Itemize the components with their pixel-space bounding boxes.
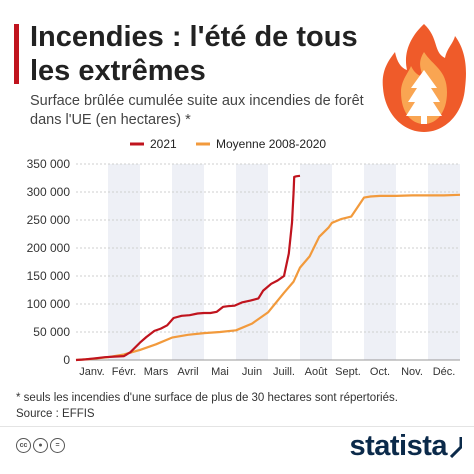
x-tick-label-6: Juill. bbox=[273, 366, 295, 378]
x-tick-label-5: Juin bbox=[242, 366, 262, 378]
series-line-1 bbox=[75, 193, 461, 362]
plot-area: 0 50 000 100 000 150 000 200 000 250 000 300 0… bbox=[27, 157, 461, 378]
month-band-3 bbox=[172, 164, 204, 360]
x-tick-label-0: Janv. bbox=[79, 366, 104, 378]
month-band-1 bbox=[108, 164, 140, 360]
legend-label-average: Moyenne 2008-2020 bbox=[216, 137, 326, 151]
x-tick-label-2: Mars bbox=[144, 366, 169, 378]
logo-mark-icon bbox=[450, 437, 462, 458]
statista-logo: statista bbox=[349, 430, 462, 463]
y-tick-label-6: 300 000 bbox=[27, 185, 71, 199]
tree-shape bbox=[406, 70, 442, 116]
y-tick-label-3: 150 000 bbox=[27, 269, 71, 283]
creative-commons-icon: cc bbox=[16, 438, 31, 453]
footnote: * seuls les incendies d'une surface de p… bbox=[16, 390, 466, 422]
month-band-5 bbox=[236, 164, 268, 360]
footnote-source: Source : EFFIS bbox=[16, 408, 95, 420]
x-tick-label-11: Déc. bbox=[433, 366, 456, 378]
title-accent-bar bbox=[14, 24, 19, 84]
month-band-9 bbox=[364, 164, 396, 360]
y-tick-label-1: 50 000 bbox=[33, 325, 70, 339]
footnote-note: * seuls les incendies d'une surface de p… bbox=[16, 392, 398, 404]
forest-fire-icon bbox=[382, 24, 466, 132]
x-tick-label-4: Mai bbox=[211, 366, 229, 378]
legend-label-2021: 2021 bbox=[150, 137, 177, 151]
x-tick-label-8: Sept. bbox=[335, 366, 361, 378]
x-tick-label-1: Févr. bbox=[112, 366, 136, 378]
page-title: Incendies : l'été de tous les extrêmes bbox=[30, 21, 358, 87]
x-tick-label-10: Nov. bbox=[401, 366, 423, 378]
chart-subtitle: Surface brûlée cumulée suite aux incendi… bbox=[30, 93, 364, 128]
x-tick-label-7: Août bbox=[305, 366, 328, 378]
x-tick-label-3: Avril bbox=[177, 366, 198, 378]
y-tick-label-0: 0 bbox=[63, 353, 70, 367]
month-band-11 bbox=[428, 164, 460, 360]
y-tick-label-5: 250 000 bbox=[27, 213, 71, 227]
attribution-icon: ● bbox=[33, 438, 48, 453]
footer-divider bbox=[0, 426, 474, 427]
y-tick-label-2: 100 000 bbox=[27, 297, 71, 311]
logo-text: statista bbox=[349, 430, 447, 462]
tree-trunk bbox=[421, 115, 427, 124]
legend: 2021 Moyenne 2008-2020 bbox=[130, 137, 326, 151]
y-tick-label-7: 350 000 bbox=[27, 157, 71, 171]
license-icons: cc ● = bbox=[16, 438, 65, 456]
line-chart: 2021 Moyenne 2008-2020 0 50 000 100 000 150… bbox=[27, 137, 461, 378]
equals-icon: = bbox=[50, 438, 65, 453]
series-line-0 bbox=[75, 174, 301, 362]
y-tick-label-4: 200 000 bbox=[27, 241, 71, 255]
x-tick-label-9: Oct. bbox=[370, 366, 390, 378]
